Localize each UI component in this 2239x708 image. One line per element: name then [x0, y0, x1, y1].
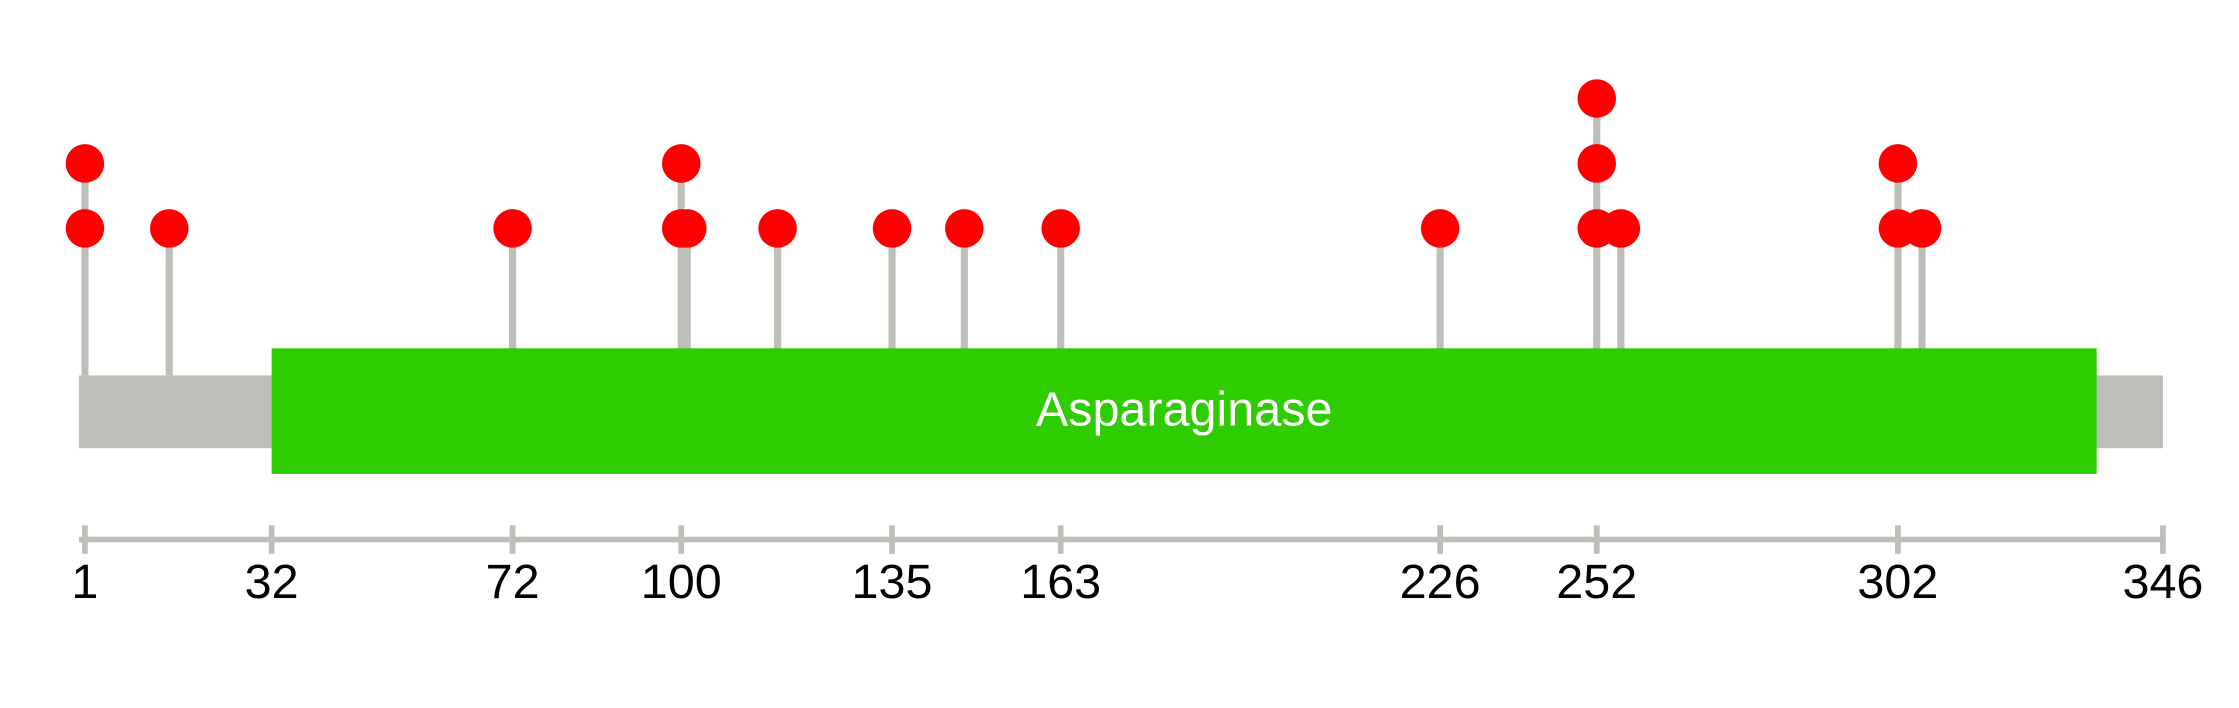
domain-label: Asparaginase [1036, 382, 1333, 436]
mutation-head [661, 144, 701, 183]
mutation-head [872, 209, 912, 248]
mutation-head [758, 209, 797, 248]
mutation-head [1420, 209, 1460, 248]
mutation-head [65, 209, 105, 248]
x-tick-label: 302 [1857, 555, 1938, 609]
x-tick-label: 346 [2122, 555, 2203, 609]
mutation-head [1902, 209, 1942, 248]
x-tick-label: 226 [1400, 555, 1481, 609]
mutation-head [1601, 209, 1641, 248]
stems [81, 98, 1926, 376]
mutation-head [1577, 79, 1617, 118]
mutation-head [493, 209, 532, 248]
x-tick-label: 32 [245, 555, 299, 609]
mutation-head [667, 209, 707, 248]
mutation-head [1041, 209, 1080, 248]
mutation-head [149, 209, 189, 248]
x-tick-label: 100 [641, 555, 722, 609]
x-tick-label: 135 [852, 555, 933, 609]
x-tick-label: 1 [71, 555, 98, 609]
x-tick-label: 252 [1556, 555, 1637, 609]
x-tick-label: 163 [1020, 555, 1101, 609]
mutation-head [1878, 144, 1918, 183]
mutation-head [65, 144, 105, 183]
x-tick-label: 72 [486, 555, 540, 609]
mutation-head [1577, 144, 1617, 183]
domain [271, 348, 2097, 474]
mutation-head [945, 209, 984, 248]
